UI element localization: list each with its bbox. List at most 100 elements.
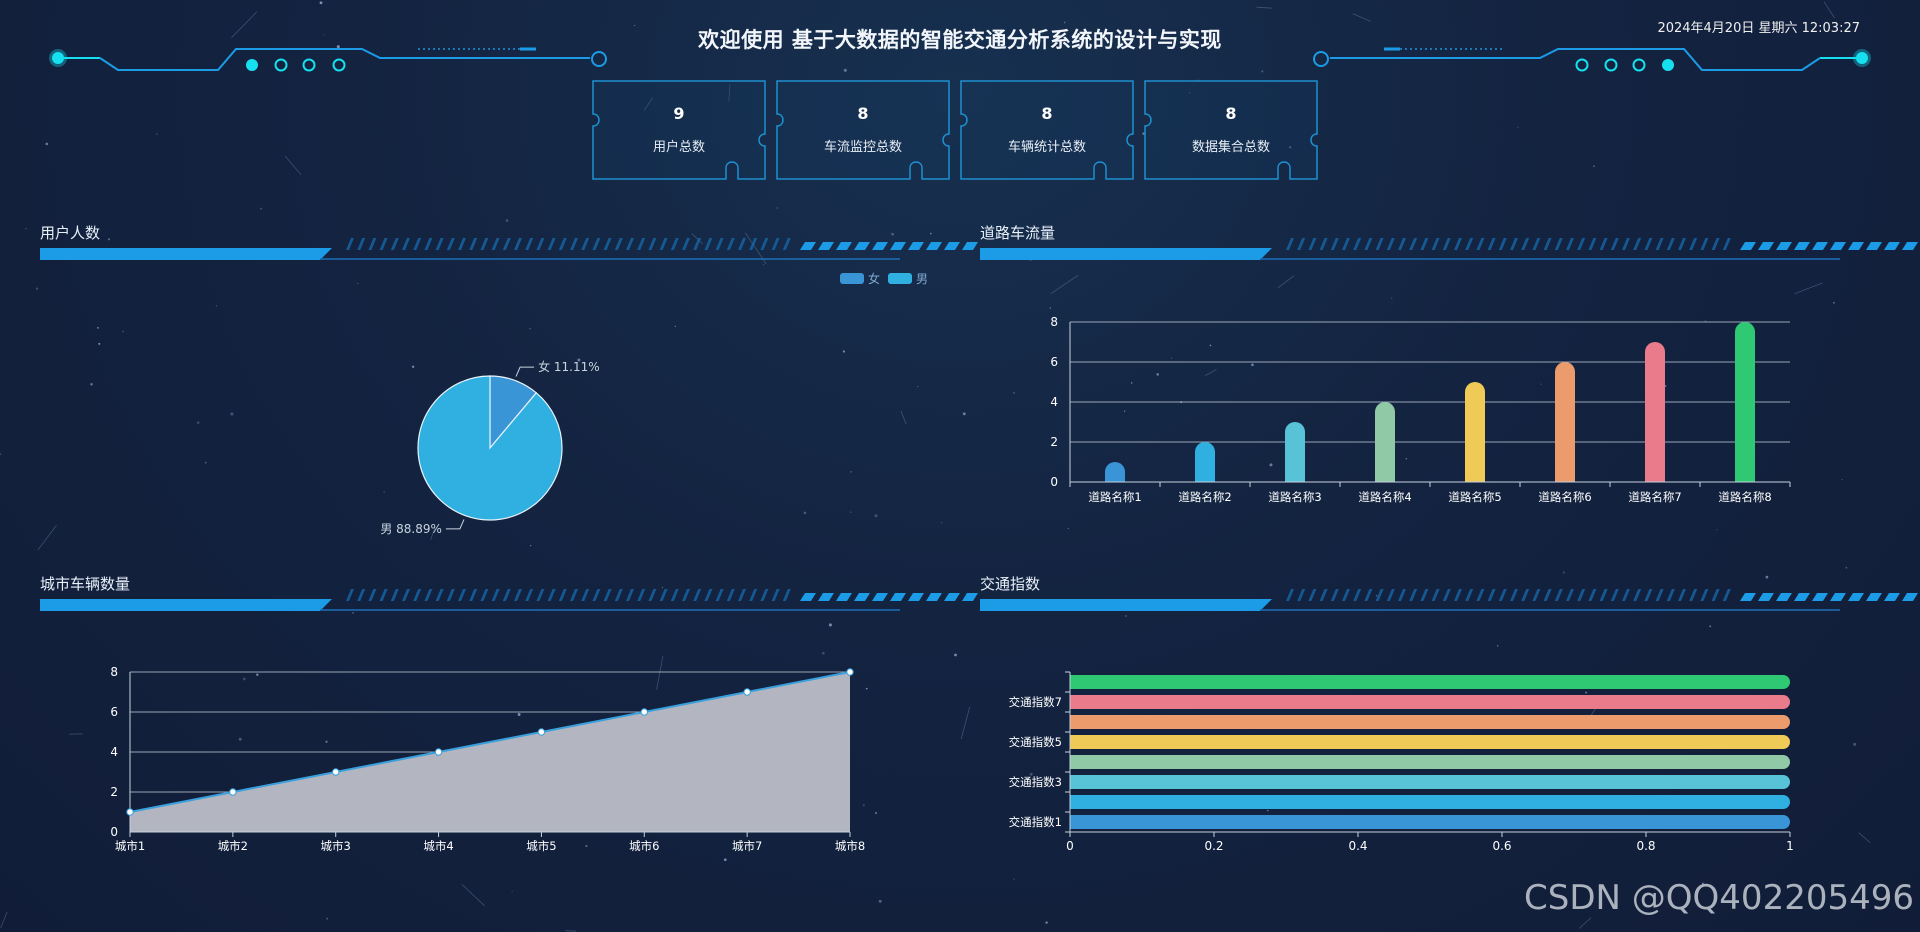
- panel-title-stripe: [749, 238, 758, 250]
- data-point[interactable]: [332, 768, 340, 776]
- pie-label-line: [515, 366, 535, 377]
- panel-title-stripe: [1409, 589, 1418, 601]
- x-tick-label: 道路名称1: [1088, 490, 1141, 504]
- panel-title-stripe: [1297, 238, 1306, 250]
- background-star: [204, 461, 207, 464]
- data-point[interactable]: [846, 668, 854, 676]
- panel-title-chevron: [872, 593, 888, 601]
- data-point[interactable]: [229, 788, 237, 796]
- x-tick-label: 道路名称4: [1358, 490, 1411, 504]
- hbar[interactable]: [1070, 715, 1790, 729]
- data-point[interactable]: [434, 748, 443, 756]
- hbar[interactable]: [1070, 755, 1790, 769]
- panel-title-stripe: [1375, 238, 1384, 250]
- background-star: [887, 144, 890, 147]
- panel-title-stripe: [670, 238, 679, 250]
- panel-title-stripe: [670, 589, 679, 601]
- background-star: [1841, 478, 1843, 481]
- panel-title-stripe: [536, 238, 545, 250]
- panel-title-stripe: [648, 238, 657, 250]
- hbar[interactable]: [1070, 695, 1790, 709]
- hbar[interactable]: [1070, 735, 1790, 749]
- bar[interactable]: [1735, 322, 1755, 482]
- hbar[interactable]: [1070, 795, 1790, 809]
- hbar[interactable]: [1070, 775, 1790, 789]
- panel-title-stripe: [346, 238, 354, 250]
- panel-title-stripe: [1386, 238, 1395, 250]
- panel-title-stripe: [581, 238, 590, 250]
- stat-card-users[interactable]: 9 用户总数: [592, 80, 766, 180]
- background-star: [1593, 165, 1595, 168]
- panel-title-stripe: [1532, 589, 1541, 601]
- pie-slice[interactable]: [417, 375, 563, 521]
- data-point[interactable]: [126, 808, 134, 816]
- bar[interactable]: [1285, 422, 1305, 482]
- panel-title-stripe: [1308, 238, 1317, 250]
- y-tick-label: 2: [1050, 435, 1058, 449]
- background-line: [1050, 274, 1079, 294]
- panel-title-stripe: [413, 238, 422, 250]
- bar[interactable]: [1375, 402, 1395, 482]
- background-star: [1845, 566, 1848, 569]
- data-point[interactable]: [537, 728, 546, 736]
- panel-title-stripe: [1353, 589, 1362, 601]
- background-star: [862, 804, 865, 807]
- background-star: [1375, 594, 1378, 597]
- background-star: [1704, 320, 1707, 322]
- background-star: [1562, 571, 1565, 574]
- panel-title-stripe: [715, 589, 724, 601]
- legend-label[interactable]: 男: [916, 272, 928, 286]
- background-star: [842, 350, 845, 353]
- stat-card-vehicle-stats[interactable]: 8 车辆统计总数: [960, 80, 1134, 180]
- panel-title-stripe: [1297, 589, 1306, 601]
- panel-title-stripe: [536, 589, 545, 601]
- hbar-base: [1070, 695, 1080, 709]
- bar[interactable]: [1555, 362, 1575, 482]
- panel-title-chevron: [818, 242, 834, 250]
- stat-card-flow-monitor[interactable]: 8 车流监控总数: [776, 80, 950, 180]
- background-star: [1124, 410, 1126, 412]
- background-star: [850, 471, 852, 473]
- panel-title-bar: [40, 248, 332, 260]
- bar-base: [1465, 472, 1485, 482]
- header-ring-6: [1604, 58, 1618, 72]
- hbar[interactable]: [1070, 675, 1790, 689]
- hbar[interactable]: [1070, 815, 1790, 829]
- panel-title-stripe: [1286, 238, 1294, 250]
- panel-title-stripe: [1431, 238, 1440, 250]
- stat-card-datasets[interactable]: 8 数据集合总数: [1144, 80, 1318, 180]
- panel-title-stripe: [491, 589, 500, 601]
- bar[interactable]: [1645, 342, 1665, 482]
- panel-title-stripe: [1711, 589, 1720, 601]
- background-line: [1578, 917, 1592, 929]
- data-point[interactable]: [743, 688, 751, 696]
- legend-swatch[interactable]: [840, 273, 864, 284]
- x-tick-label: 城市5: [526, 839, 556, 853]
- panel-title-stripe: [738, 238, 746, 250]
- background-line: [0, 911, 8, 929]
- panel-title-stripe: [1409, 238, 1418, 250]
- background-star: [1853, 742, 1857, 746]
- legend-label[interactable]: 女: [868, 271, 880, 286]
- panel-title-stripe: [1498, 238, 1507, 250]
- background-star: [878, 899, 882, 903]
- x-tick-label: 城市7: [732, 839, 762, 853]
- panel-title-stripe: [738, 589, 746, 601]
- data-point[interactable]: [640, 708, 648, 716]
- panel-title-chevron: [962, 242, 978, 250]
- panel-title-chevron: [1866, 242, 1882, 250]
- panel-title-stripe: [1510, 589, 1518, 601]
- panel-title-stripe: [491, 238, 500, 250]
- bar[interactable]: [1465, 382, 1485, 482]
- panel-title-stripe: [693, 238, 702, 250]
- background-star: [1063, 21, 1066, 24]
- panel-title-stripe: [1510, 238, 1518, 250]
- background-star: [1289, 146, 1292, 149]
- header-dot-left: [52, 52, 64, 64]
- background-star: [90, 382, 93, 386]
- background-star: [35, 287, 39, 290]
- background-star: [238, 737, 242, 741]
- panel-title-stripe: [1487, 238, 1496, 250]
- legend-swatch[interactable]: [888, 273, 912, 284]
